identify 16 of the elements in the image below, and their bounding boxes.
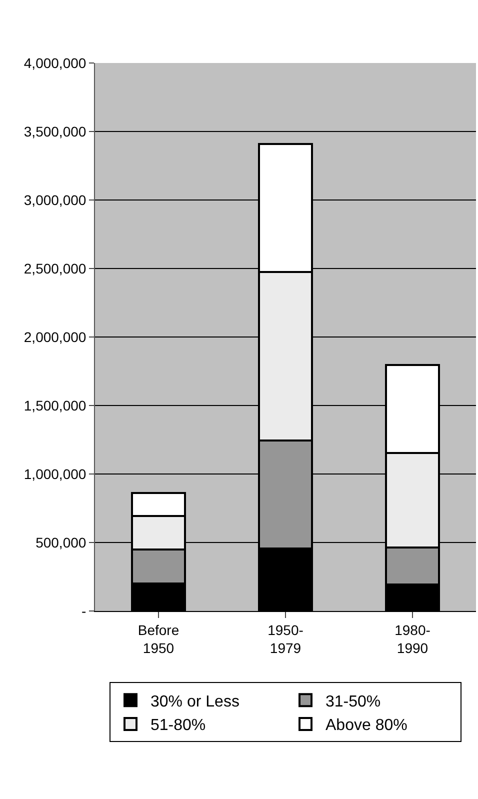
y-tick-label: 3,000,000 (24, 192, 86, 208)
y-tick-label: 1,000,000 (24, 466, 86, 482)
legend-label: 31-50% (326, 693, 381, 710)
y-tick-label: 2,000,000 (24, 328, 86, 345)
y-tick-label: 1,500,000 (24, 397, 86, 414)
y-tick-label: 2,500,000 (24, 260, 86, 276)
legend-label: 30% or Less (150, 693, 240, 710)
y-tick-label: 3,500,000 (24, 123, 86, 140)
y-tick-label: 4,000,000 (24, 54, 86, 71)
y-tick-label: - (82, 602, 87, 619)
legend-label: Above 80% (326, 717, 408, 734)
x-tick-label: 1950- 1979 (268, 622, 304, 656)
x-tick-label: 1980- 1990 (394, 622, 431, 656)
x-tick-label: Before 1950 (138, 622, 180, 656)
y-tick-label: 500,000 (36, 534, 86, 550)
legend-label: 51-80% (150, 717, 206, 734)
